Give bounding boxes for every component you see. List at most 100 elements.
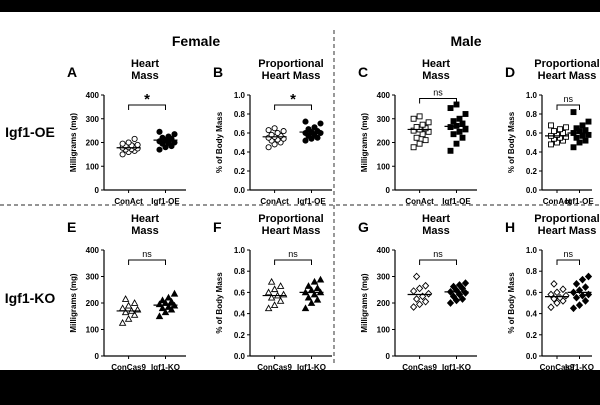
data-point xyxy=(548,122,554,129)
data-point xyxy=(264,304,273,312)
data-point xyxy=(581,297,590,305)
data-point xyxy=(421,297,430,306)
y-axis-label: % of Body Mass xyxy=(215,272,224,334)
significance-bracket xyxy=(556,259,580,265)
x-tick-label: ConAct xyxy=(114,197,143,206)
panel-letter: F xyxy=(213,219,222,235)
y-tick-label: 0.8 xyxy=(234,267,246,276)
y-tick-label: 400 xyxy=(86,91,100,100)
data-point xyxy=(280,128,287,135)
data-point xyxy=(447,105,454,112)
y-tick-label: 0 xyxy=(386,186,391,195)
data-point xyxy=(130,310,139,318)
x-tick-label: Igf1-KO xyxy=(151,363,180,372)
x-tick-label: ConAct xyxy=(405,197,434,206)
panel-title-line: Heart xyxy=(422,58,450,70)
row-label-ko: Igf1-KO xyxy=(5,290,56,306)
data-point xyxy=(317,120,324,127)
data-point xyxy=(576,139,583,146)
x-tick-label: Igf1-KO xyxy=(297,363,326,372)
data-point xyxy=(584,272,593,281)
data-point xyxy=(450,118,457,125)
data-point xyxy=(302,118,309,125)
data-point xyxy=(158,296,167,304)
data-point xyxy=(579,132,586,139)
data-point xyxy=(422,125,429,132)
data-point xyxy=(305,126,312,133)
data-point xyxy=(307,299,316,306)
data-point xyxy=(554,131,560,138)
data-point xyxy=(134,141,141,148)
y-tick-label: 0.2 xyxy=(526,167,538,176)
significance-bracket xyxy=(274,104,312,110)
data-point xyxy=(416,140,423,147)
panel-letter: H xyxy=(505,219,515,235)
panel-title-line: Mass xyxy=(131,225,159,237)
data-point xyxy=(455,281,464,289)
data-point xyxy=(573,134,580,141)
data-point xyxy=(316,275,325,283)
data-point xyxy=(459,120,466,127)
data-point xyxy=(264,288,273,296)
y-axis-label: Milligrams (mg) xyxy=(69,113,78,172)
x-tick-label: ConCas9 xyxy=(402,363,437,372)
y-tick-label: 0.6 xyxy=(234,129,246,138)
y-tick-label: 200 xyxy=(377,139,391,148)
data-point xyxy=(449,282,458,291)
data-point xyxy=(461,279,470,287)
data-point xyxy=(158,304,167,312)
y-tick-label: 300 xyxy=(86,115,100,124)
data-point xyxy=(462,111,469,117)
panel-title-line: Mass xyxy=(422,70,450,82)
data-point xyxy=(413,124,420,131)
significance-label: ns xyxy=(288,249,298,259)
data-point xyxy=(458,295,467,303)
y-axis-label: % of Body Mass xyxy=(215,111,224,173)
data-point xyxy=(121,295,130,302)
data-point xyxy=(579,122,586,129)
y-tick-label: 100 xyxy=(86,162,100,171)
significance-label: ns xyxy=(433,88,443,98)
data-point xyxy=(301,304,310,312)
panel-letter: C xyxy=(358,64,368,80)
panel-title-line: Proportional xyxy=(534,58,599,70)
panel-title-line: Proportional xyxy=(534,213,599,225)
significance-label: * xyxy=(290,91,296,108)
data-point xyxy=(410,144,417,151)
panel-title-line: Mass xyxy=(131,70,159,82)
data-point xyxy=(155,312,164,320)
data-point xyxy=(171,131,178,138)
y-tick-label: 200 xyxy=(377,299,391,308)
panel-title-line: Heart xyxy=(131,213,159,225)
data-point xyxy=(311,124,318,131)
section-title-female: Female xyxy=(172,33,220,49)
data-point xyxy=(167,297,176,305)
significance-bracket xyxy=(128,104,166,110)
data-point xyxy=(156,146,163,153)
data-point xyxy=(310,277,319,285)
y-tick-label: 0.4 xyxy=(234,310,246,319)
y-tick-label: 0.0 xyxy=(526,352,538,361)
y-tick-label: 0.8 xyxy=(526,110,538,119)
significance-bracket xyxy=(274,259,312,265)
data-point xyxy=(447,124,454,131)
y-tick-label: 300 xyxy=(377,273,391,282)
data-point xyxy=(131,135,138,142)
data-point xyxy=(165,133,172,140)
y-tick-label: 0.2 xyxy=(234,167,246,176)
data-point xyxy=(313,284,322,292)
y-tick-label: 400 xyxy=(377,91,391,100)
data-point xyxy=(130,299,139,306)
data-point xyxy=(582,127,589,134)
data-point xyxy=(313,295,322,303)
significance-bracket xyxy=(419,259,457,265)
y-axis-label: Milligrams (mg) xyxy=(360,113,369,172)
data-point xyxy=(119,140,126,147)
panel-title-line: Proportional xyxy=(258,213,323,225)
data-point xyxy=(578,291,587,300)
data-point xyxy=(557,126,563,133)
